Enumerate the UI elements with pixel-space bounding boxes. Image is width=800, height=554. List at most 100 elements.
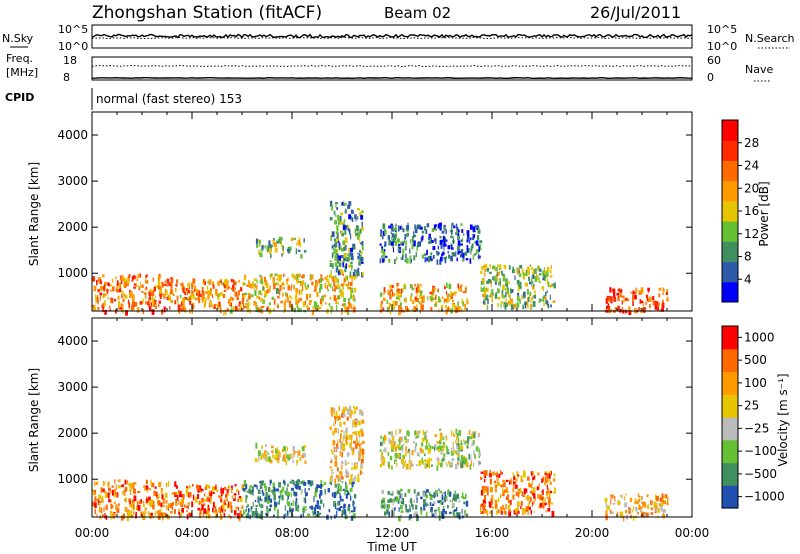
rti-cell [323, 481, 326, 486]
rti-cell [436, 465, 439, 471]
rti-cell [349, 442, 352, 449]
rti-cell [350, 303, 353, 309]
rti-cell [537, 472, 540, 476]
freq-panel-frame [91, 56, 693, 81]
rti-cell [463, 501, 466, 505]
rti-cell [331, 263, 333, 266]
rti-cell [450, 255, 453, 262]
rti-cell [351, 261, 353, 265]
rti-cell [402, 255, 404, 259]
rti-cell [146, 502, 148, 505]
rti-cell [314, 308, 316, 312]
rti-cell [339, 215, 342, 221]
rti-cell [350, 414, 352, 419]
rti-cell [143, 292, 147, 295]
rti-cell [343, 246, 346, 251]
rti-cell [430, 295, 433, 302]
rti-cell [206, 496, 210, 502]
rti-cell [194, 285, 197, 292]
rti-cell [526, 289, 529, 295]
rti-cell [407, 489, 411, 494]
rti-cell [546, 472, 550, 478]
rti-cell [145, 301, 147, 305]
rti-cell [131, 301, 135, 306]
rti-cell [296, 274, 299, 280]
rti-cell [424, 436, 426, 440]
rti-cell [334, 246, 336, 251]
rti-cell [337, 417, 339, 421]
rti-cell [299, 297, 302, 301]
rti-cell [166, 296, 169, 300]
rti-cell [341, 413, 344, 418]
rti-cell [353, 274, 357, 280]
rti-cell [352, 295, 355, 299]
rti-cell [178, 489, 180, 494]
rti-cell [529, 483, 532, 488]
rti-cell [400, 504, 403, 510]
rti-cell [483, 293, 486, 298]
rti-cell [274, 502, 278, 507]
rti-cell [553, 491, 557, 494]
freq-unit: [MHz] [6, 66, 38, 79]
rti-cell [521, 268, 524, 274]
rti-cell [533, 475, 535, 480]
rti-cell [637, 499, 639, 504]
rti-cell [309, 293, 311, 299]
rti-cell [154, 511, 157, 516]
rti-cell [336, 508, 339, 511]
rti-cell [347, 257, 350, 262]
rti-cell [340, 254, 344, 259]
rti-cell [319, 284, 323, 290]
rti-cell [621, 307, 624, 312]
colorbar-tick-label: 16 [744, 204, 759, 218]
rti-cell [181, 508, 184, 513]
rti-cell [269, 285, 271, 289]
rti-cell [352, 275, 355, 279]
rti-cell [398, 438, 401, 445]
rti-cell [361, 240, 364, 246]
rti-cell [348, 434, 351, 441]
rti-cell [434, 287, 436, 291]
rti-cell [505, 479, 509, 482]
rti-cell [530, 471, 534, 475]
rti-cell [343, 257, 347, 261]
rti-cell [416, 304, 418, 310]
rti-cell [173, 293, 175, 296]
rti-cell [191, 302, 195, 306]
rti-cell [419, 226, 423, 230]
rti-cell [398, 439, 401, 442]
rti-cell [326, 275, 329, 278]
rti-cell [421, 457, 423, 464]
rti-cell [175, 485, 178, 489]
rti-cell [458, 250, 462, 254]
rti-cell [234, 495, 236, 502]
rti-cell [344, 225, 348, 230]
rti-cell [384, 511, 386, 516]
rti-cell [121, 277, 125, 282]
rti-cell [315, 302, 317, 306]
rti-cell [389, 284, 392, 289]
rti-cell [286, 446, 289, 451]
rti-cell [352, 477, 356, 483]
rti-cell [489, 478, 492, 485]
rti-cell [128, 498, 132, 503]
rti-cell [468, 453, 470, 460]
rti-cell [361, 456, 365, 459]
rti-cell [498, 279, 501, 283]
rti-cell [504, 305, 507, 310]
rti-cell [442, 251, 445, 256]
colorbar-tick-label: 24 [744, 159, 759, 173]
rti-cell [500, 470, 502, 475]
rti-cell [637, 493, 640, 497]
rti-cell [345, 481, 347, 488]
colorbar-segment [722, 348, 738, 373]
rti-cell [102, 488, 105, 493]
rti-cell [272, 514, 275, 517]
rti-cell [517, 475, 519, 479]
rti-cell [661, 308, 664, 312]
rti-cell [445, 495, 448, 501]
rti-cell [397, 225, 400, 232]
rti-cell [330, 277, 332, 280]
rti-cell [420, 496, 423, 500]
rti-cell [266, 512, 269, 516]
